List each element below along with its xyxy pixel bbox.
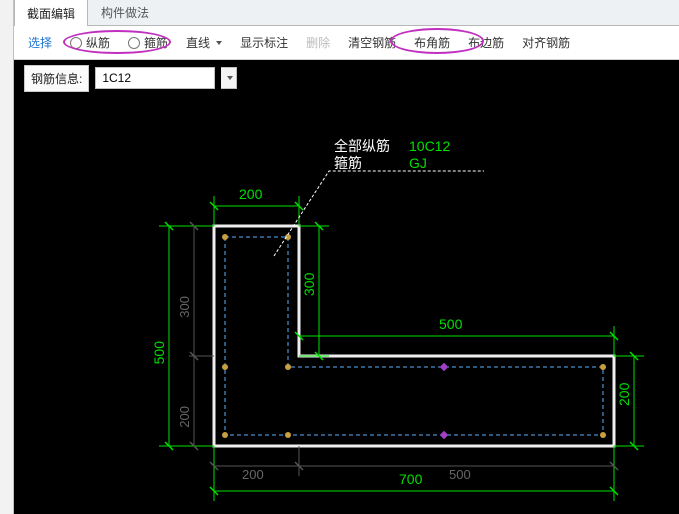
svg-text:500: 500 xyxy=(439,316,463,332)
radio-icon xyxy=(128,37,140,49)
leader-line xyxy=(274,171,484,256)
toolbar: 选择 纵筋 箍筋 直线 显示标注 删除 清空钢筋 布角筋 布边筋 对齐钢筋 xyxy=(14,26,679,60)
dim-right-200: 200 xyxy=(614,352,644,450)
stirrup-radio[interactable]: 箍筋 xyxy=(120,30,176,55)
longitudinal-label: 纵筋 xyxy=(86,34,110,51)
left-sidebar-stub xyxy=(0,0,14,514)
drawing-canvas[interactable]: 200 500 300 2 xyxy=(14,96,679,514)
rebar-side-bar xyxy=(440,431,448,439)
line-label: 直线 xyxy=(186,34,210,51)
legend-row2-value: GJ xyxy=(409,155,427,171)
section-drawing: 200 500 300 2 xyxy=(14,96,679,514)
tab-component-method[interactable]: 构件做法 xyxy=(88,0,162,25)
stirrup-label: 箍筋 xyxy=(144,34,168,51)
rebar-dot xyxy=(285,432,291,438)
dim-top-500: 500 xyxy=(295,316,618,356)
line-button[interactable]: 直线 xyxy=(178,30,230,55)
delete-button[interactable]: 删除 xyxy=(298,30,338,55)
corner-bar-button[interactable]: 布角筋 xyxy=(406,30,458,55)
dim-bot-200-gray: 200 xyxy=(210,446,303,482)
rebar-dot xyxy=(222,234,228,240)
edge-bar-button[interactable]: 布边筋 xyxy=(460,30,512,55)
tab-section-edit[interactable]: 截面编辑 xyxy=(14,0,88,26)
longitudinal-radio[interactable]: 纵筋 xyxy=(62,30,118,55)
align-rebar-button[interactable]: 对齐钢筋 xyxy=(514,30,578,55)
dim-inner-300: 300 xyxy=(299,222,329,360)
dim-left-300-gray: 300 xyxy=(177,222,214,360)
tab-bar: 截面编辑 构件做法 xyxy=(14,0,679,26)
dim-top-200: 200 xyxy=(210,186,303,226)
rebar-info-dropdown[interactable] xyxy=(221,67,237,89)
main-panel: 截面编辑 构件做法 选择 纵筋 箍筋 直线 显示标注 删除 清空钢筋 布角筋 布… xyxy=(14,0,679,514)
rebar-dot xyxy=(285,364,291,370)
radio-icon xyxy=(70,37,82,49)
svg-text:500: 500 xyxy=(449,467,471,482)
svg-text:200: 200 xyxy=(177,406,192,428)
rebar-dot xyxy=(222,364,228,370)
svg-text:300: 300 xyxy=(301,272,317,296)
chevron-down-icon xyxy=(216,41,222,45)
svg-text:200: 200 xyxy=(242,467,264,482)
svg-text:700: 700 xyxy=(399,471,423,487)
legend-row2-label: 箍筋 xyxy=(334,155,362,171)
rebar-side-bar xyxy=(440,363,448,371)
rebar-dot xyxy=(222,432,228,438)
rebar-dot xyxy=(600,364,606,370)
chevron-down-icon xyxy=(227,76,233,80)
rebar-info-input[interactable] xyxy=(95,67,215,89)
clear-rebar-button[interactable]: 清空钢筋 xyxy=(340,30,404,55)
field-bar: 钢筋信息: xyxy=(14,60,679,96)
svg-text:200: 200 xyxy=(239,186,263,202)
rebar-dot xyxy=(600,432,606,438)
legend-row1-label: 全部纵筋 xyxy=(334,138,390,154)
dim-left-200-gray: 200 xyxy=(177,356,198,450)
svg-text:200: 200 xyxy=(616,382,632,406)
dim-bot-500-gray: 500 xyxy=(299,462,618,482)
legend-row1-value: 10C12 xyxy=(409,138,450,154)
rebar-info-label: 钢筋信息: xyxy=(24,65,89,92)
select-button[interactable]: 选择 xyxy=(20,30,60,55)
dim-bot-700: 700 xyxy=(210,446,618,501)
show-annot-button[interactable]: 显示标注 xyxy=(232,30,296,55)
svg-text:300: 300 xyxy=(177,296,192,318)
svg-text:500: 500 xyxy=(151,341,167,365)
